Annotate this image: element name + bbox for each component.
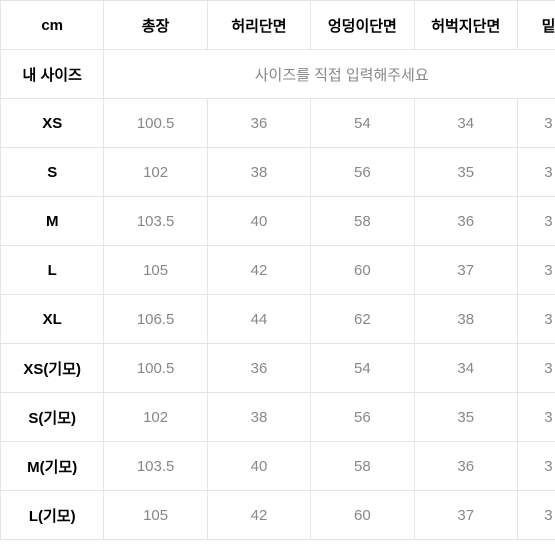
table-row: M(기모)103.54058363 <box>1 442 555 491</box>
data-cell: 40 <box>207 197 310 246</box>
data-cell: 105 <box>104 491 207 540</box>
header-row: cm 총장 허리단면 엉덩이단면 허벅지단면 밑 <box>1 1 555 50</box>
data-cell: 58 <box>311 442 414 491</box>
column-header: 밑 <box>517 1 555 50</box>
data-cell: 100.5 <box>104 99 207 148</box>
data-cell: 42 <box>207 246 310 295</box>
data-cell: 100.5 <box>104 344 207 393</box>
my-size-row[interactable]: 내 사이즈 사이즈를 직접 입력해주세요 <box>1 50 555 99</box>
data-cell: 3 <box>517 197 555 246</box>
data-cell: 3 <box>517 295 555 344</box>
data-cell: 36 <box>414 197 517 246</box>
data-cell: 60 <box>311 246 414 295</box>
data-cell: 34 <box>414 344 517 393</box>
data-cell: 3 <box>517 344 555 393</box>
data-cell: 44 <box>207 295 310 344</box>
size-label: L(기모) <box>1 491 104 540</box>
data-cell: 40 <box>207 442 310 491</box>
data-cell: 54 <box>311 344 414 393</box>
data-cell: 103.5 <box>104 197 207 246</box>
size-label: M <box>1 197 104 246</box>
column-header: 허리단면 <box>207 1 310 50</box>
size-label: XS(기모) <box>1 344 104 393</box>
data-cell: 62 <box>311 295 414 344</box>
data-cell: 56 <box>311 393 414 442</box>
data-cell: 34 <box>414 99 517 148</box>
table-row: M103.54058363 <box>1 197 555 246</box>
data-cell: 36 <box>207 344 310 393</box>
data-cell: 37 <box>414 246 517 295</box>
size-label: S(기모) <box>1 393 104 442</box>
table-row: XS100.53654343 <box>1 99 555 148</box>
table-body: 내 사이즈 사이즈를 직접 입력해주세요 XS100.53654343S1023… <box>1 50 555 540</box>
size-label: XL <box>1 295 104 344</box>
data-cell: 38 <box>207 393 310 442</box>
unit-header: cm <box>1 1 104 50</box>
table-row: S(기모)1023856353 <box>1 393 555 442</box>
size-table-container: cm 총장 허리단면 엉덩이단면 허벅지단면 밑 내 사이즈 사이즈를 직접 입… <box>0 0 555 540</box>
table-row: XL106.54462383 <box>1 295 555 344</box>
data-cell: 56 <box>311 148 414 197</box>
data-cell: 105 <box>104 246 207 295</box>
data-cell: 60 <box>311 491 414 540</box>
data-cell: 3 <box>517 99 555 148</box>
column-header: 엉덩이단면 <box>311 1 414 50</box>
column-header: 허벅지단면 <box>414 1 517 50</box>
table-row: S1023856353 <box>1 148 555 197</box>
data-cell: 106.5 <box>104 295 207 344</box>
data-cell: 38 <box>207 148 310 197</box>
data-cell: 54 <box>311 99 414 148</box>
data-cell: 103.5 <box>104 442 207 491</box>
column-header: 총장 <box>104 1 207 50</box>
data-cell: 3 <box>517 148 555 197</box>
data-cell: 58 <box>311 197 414 246</box>
table-row: L(기모)1054260373 <box>1 491 555 540</box>
table-row: L1054260373 <box>1 246 555 295</box>
data-cell: 3 <box>517 491 555 540</box>
data-cell: 35 <box>414 393 517 442</box>
data-cell: 102 <box>104 148 207 197</box>
size-table: cm 총장 허리단면 엉덩이단면 허벅지단면 밑 내 사이즈 사이즈를 직접 입… <box>0 0 555 540</box>
data-cell: 38 <box>414 295 517 344</box>
size-label: S <box>1 148 104 197</box>
data-cell: 42 <box>207 491 310 540</box>
data-cell: 3 <box>517 246 555 295</box>
data-cell: 36 <box>414 442 517 491</box>
table-row: XS(기모)100.53654343 <box>1 344 555 393</box>
my-size-label: 내 사이즈 <box>1 50 104 99</box>
size-label: L <box>1 246 104 295</box>
my-size-placeholder[interactable]: 사이즈를 직접 입력해주세요 <box>104 50 555 99</box>
data-cell: 102 <box>104 393 207 442</box>
data-cell: 3 <box>517 393 555 442</box>
size-label: M(기모) <box>1 442 104 491</box>
data-cell: 3 <box>517 442 555 491</box>
data-cell: 36 <box>207 99 310 148</box>
size-label: XS <box>1 99 104 148</box>
data-cell: 37 <box>414 491 517 540</box>
data-cell: 35 <box>414 148 517 197</box>
